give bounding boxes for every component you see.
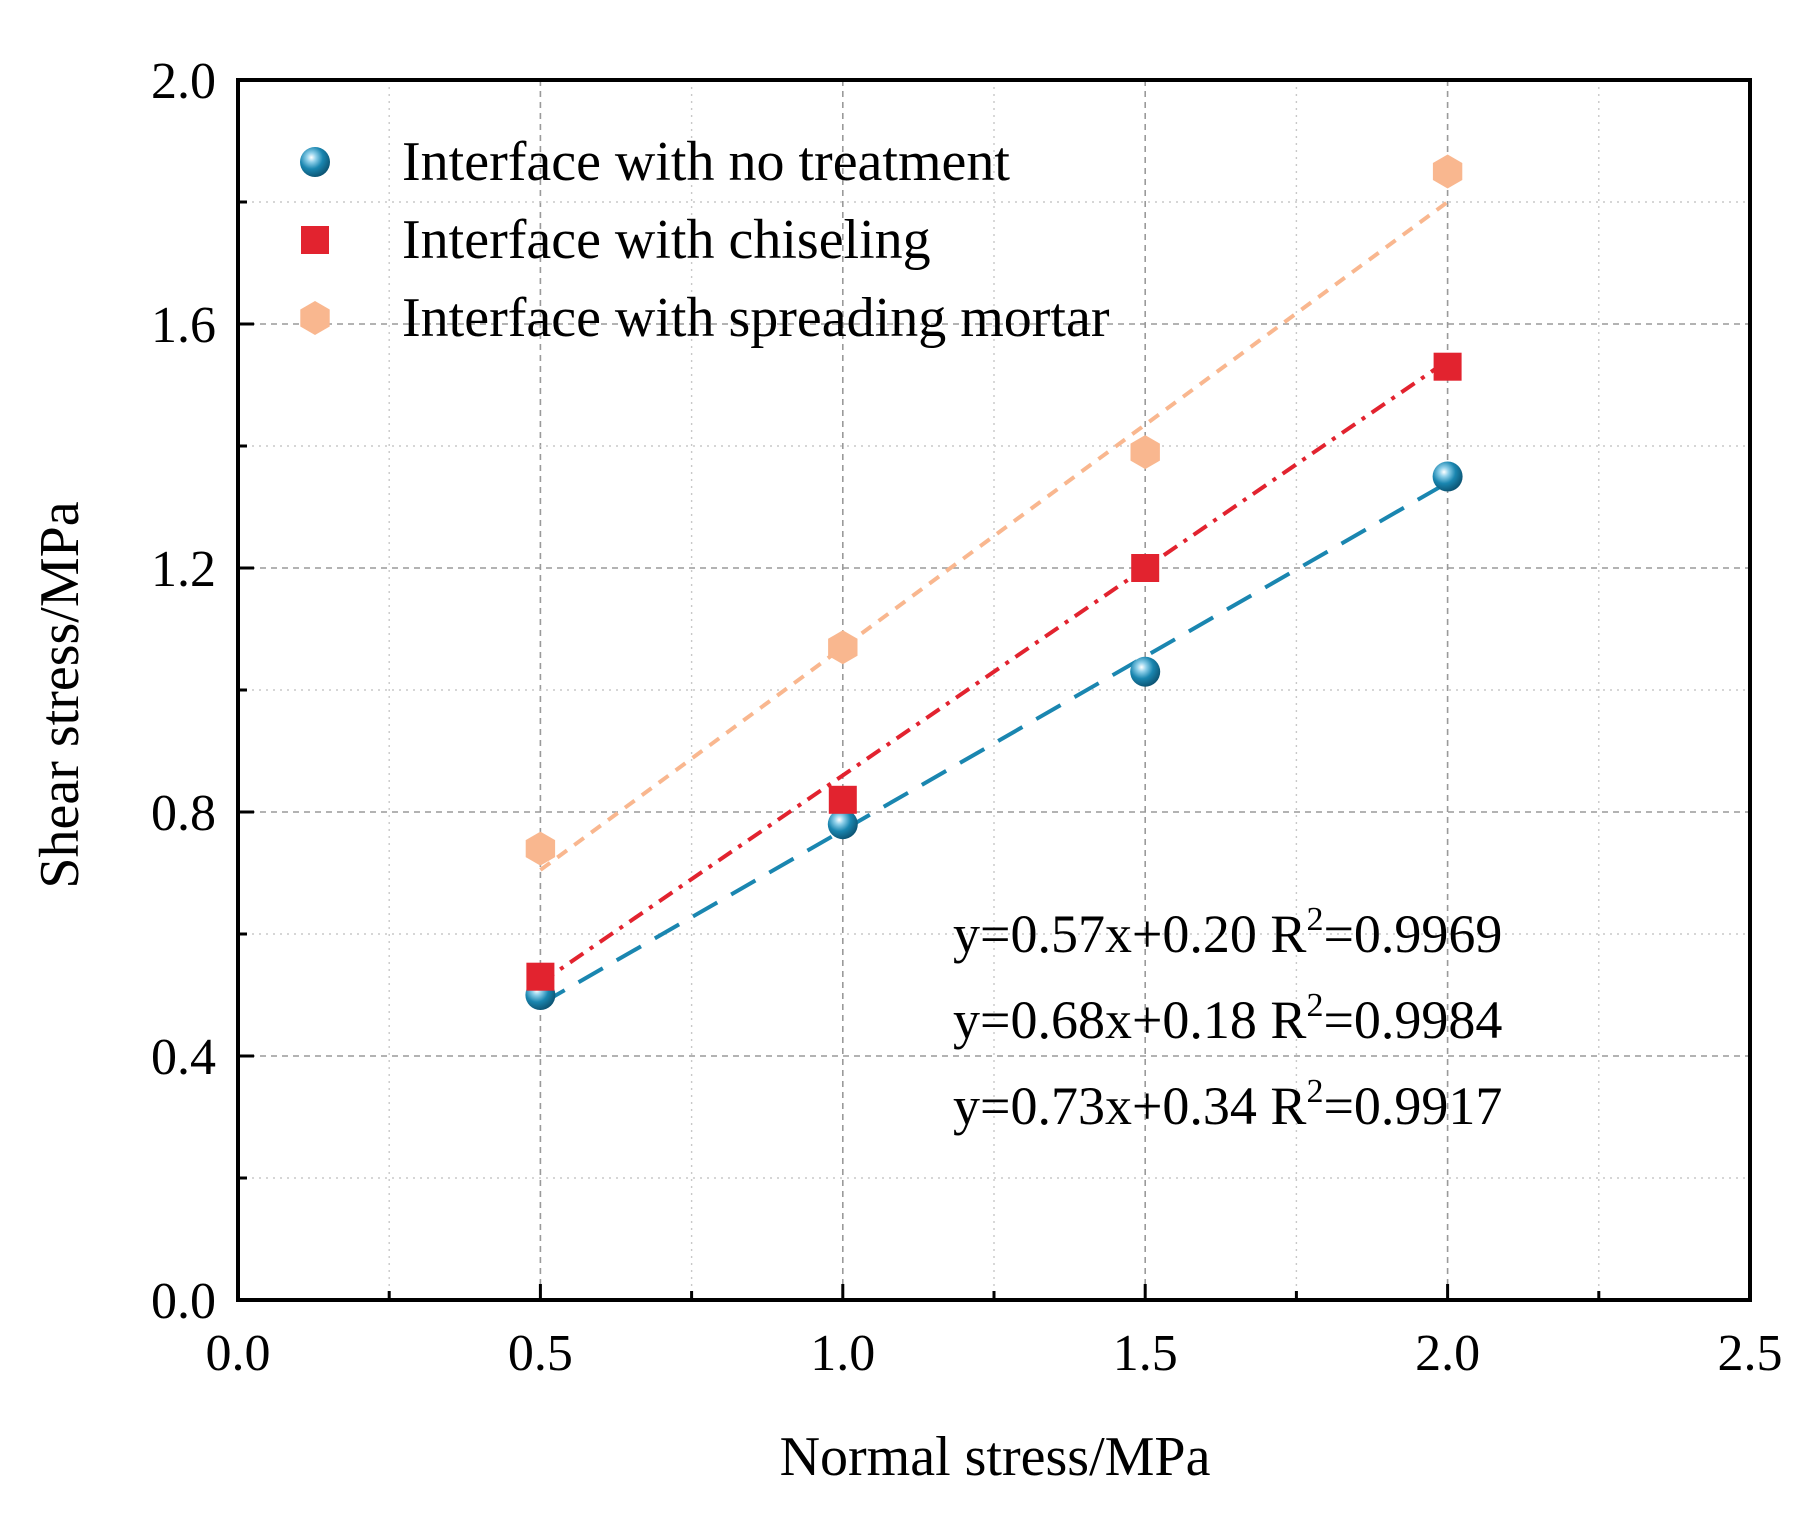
data-point-spreading-mortar <box>1432 154 1463 189</box>
data-point-no-treatment-body <box>1130 656 1161 687</box>
equation-chiseling-sup: 2 <box>1306 987 1323 1024</box>
fit-equations: y=0.57x+0.20 R2=0.9969 y=0.68x+0.18 R2=0… <box>953 901 1502 1136</box>
data-point-no-treatment <box>1432 461 1463 492</box>
equation-no-treatment-r2: =0.9969 <box>1323 904 1502 964</box>
x-axis-title: Normal stress/MPa <box>780 1426 1211 1488</box>
fit-line-chiseling <box>539 358 1449 985</box>
data-point-no-treatment <box>827 809 858 840</box>
y-axis-title: Shear stress/MPa <box>29 501 91 888</box>
data-point-chiseling <box>1131 554 1160 582</box>
data-point-chiseling <box>1433 352 1462 381</box>
equation-no-treatment: y=0.57x+0.20 R2=0.9969 <box>953 901 1502 964</box>
y-tick-label: 1.6 <box>151 297 216 354</box>
equation-spreading-mortar-main: y=0.73x+0.34 R <box>953 1076 1306 1136</box>
data-point-chiseling <box>526 962 555 991</box>
data-points <box>525 154 1463 1010</box>
data-point-spreading-mortar <box>828 630 858 665</box>
data-point-no-treatment-body <box>827 809 858 840</box>
legend-label-no-treatment: Interface with no treatment <box>402 131 1010 193</box>
equation-no-treatment-sup: 2 <box>1306 901 1323 938</box>
x-tick-label: 1.0 <box>810 1325 875 1382</box>
data-point-spreading-mortar <box>1130 435 1160 470</box>
y-tick-label: 0.4 <box>151 1029 216 1086</box>
equation-no-treatment-main: y=0.57x+0.20 R <box>953 904 1306 964</box>
data-point-no-treatment-body <box>1432 461 1463 492</box>
legend-label-chiseling: Interface with chiseling <box>402 209 931 271</box>
grid-lines <box>238 80 1750 1300</box>
legend-symbols <box>300 147 330 335</box>
x-tick-label: 0.0 <box>206 1325 271 1382</box>
y-tick-label: 0.8 <box>151 785 216 842</box>
equation-spreading-mortar-sup: 2 <box>1306 1073 1323 1110</box>
data-point-spreading-mortar <box>525 831 556 866</box>
legend-symbol-spreading-mortar <box>300 301 330 335</box>
x-tick-label: 2.0 <box>1415 1325 1480 1382</box>
y-tick-label: 1.2 <box>151 541 216 598</box>
legend: Interface with no treatment Interface wi… <box>300 131 1110 349</box>
data-point-no-treatment <box>1130 656 1161 687</box>
y-tick-label: 2.0 <box>151 53 216 110</box>
equation-chiseling-main: y=0.68x+0.18 R <box>953 990 1306 1050</box>
legend-symbol-chiseling <box>301 226 329 254</box>
legend-label-spreading-mortar: Interface with spreading mortar <box>402 287 1110 349</box>
data-point-chiseling <box>828 785 857 814</box>
legend-symbol-no-treatment-body <box>300 147 330 177</box>
x-tick-label: 2.5 <box>1718 1325 1783 1382</box>
equation-spreading-mortar: y=0.73x+0.34 R2=0.9917 <box>953 1073 1502 1136</box>
axis-ticks <box>236 78 1752 1302</box>
x-tick-label: 0.5 <box>508 1325 573 1382</box>
fit-lines <box>539 200 1449 1006</box>
y-tick-label: 0.0 <box>151 1273 216 1330</box>
equation-chiseling: y=0.68x+0.18 R2=0.9984 <box>953 987 1502 1050</box>
equation-spreading-mortar-r2: =0.9917 <box>1323 1076 1502 1136</box>
tick-labels: 0.0 0.5 1.0 1.5 2.0 2.5 0.0 0.4 0.8 1.2 1.6 2.0 <box>151 53 1783 1382</box>
equation-chiseling-r2: =0.9984 <box>1323 990 1502 1050</box>
x-tick-label: 1.5 <box>1113 1325 1178 1382</box>
legend-symbol-no-treatment <box>300 147 330 177</box>
